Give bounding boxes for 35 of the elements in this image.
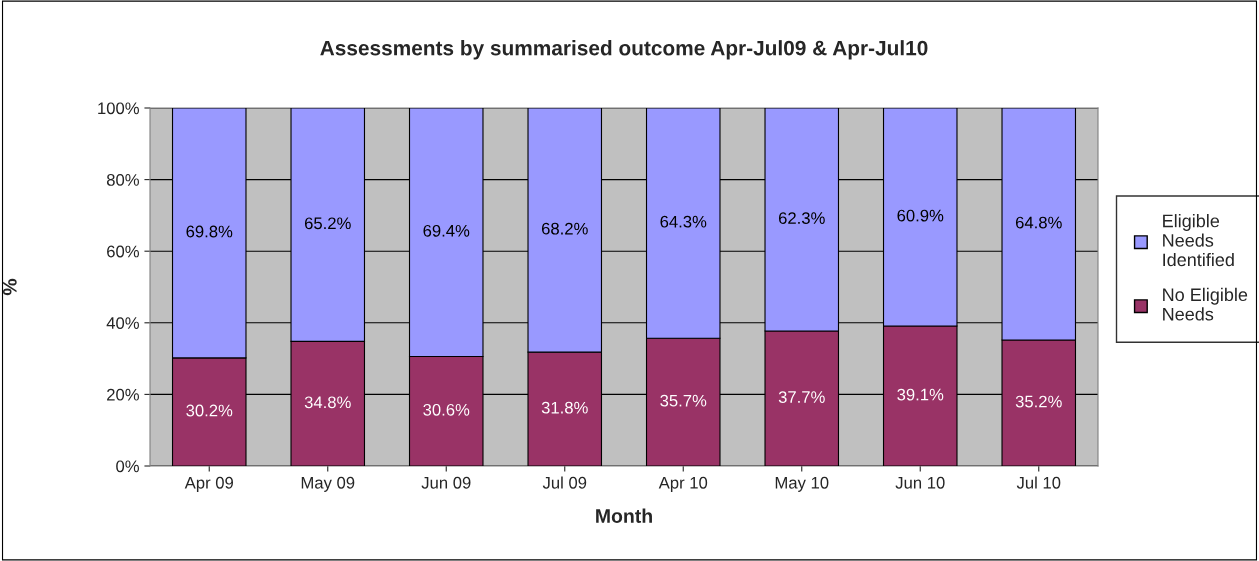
x-tick-label: Apr 10	[658, 476, 708, 492]
data-label: 39.1%	[897, 388, 944, 401]
x-tick-label: Jun 09	[421, 476, 471, 489]
legend-label: Eligible Needs Identified	[1163, 214, 1234, 267]
y-tick-label: 100%	[98, 102, 139, 115]
legend-label: No Eligible Needs	[1163, 287, 1248, 321]
chart-title: Assessments by summarised outcome Apr-Jul09 & Apr-Jul10	[320, 40, 928, 60]
y-tick-label: 80%	[106, 174, 139, 186]
data-label: 64.3%	[660, 215, 707, 228]
data-label: 30.2%	[186, 404, 233, 417]
x-tick-label: May 09	[301, 476, 355, 492]
data-label: 64.8%	[1015, 216, 1062, 229]
data-label: 62.3%	[778, 212, 825, 224]
data-label: 65.2%	[304, 217, 351, 230]
data-label: 34.8%	[304, 396, 351, 409]
data-label: 35.7%	[660, 394, 707, 407]
x-tick-label: Apr 09	[184, 476, 234, 492]
x-tick-label: Jul 09	[542, 476, 587, 489]
x-axis-title: Month	[596, 508, 652, 523]
data-label: 31.8%	[541, 401, 588, 414]
data-label: 30.6%	[423, 403, 470, 416]
x-tick-label: Jul 10	[1016, 476, 1061, 489]
data-label: 37.7%	[778, 391, 825, 403]
data-label: 35.2%	[1015, 395, 1062, 408]
x-tick-label: May 10	[775, 476, 829, 492]
data-label: 68.2%	[541, 222, 588, 235]
data-label: 69.8%	[186, 225, 233, 238]
data-label: 60.9%	[897, 209, 944, 222]
y-axis-title: %	[3, 278, 17, 296]
y-tick-label: 0%	[116, 460, 139, 473]
y-tick-label: 60%	[107, 245, 139, 258]
y-tick-label: 20%	[107, 388, 139, 401]
data-label: 69.4%	[423, 224, 470, 237]
x-tick-label: Jun 10	[895, 476, 945, 489]
y-tick-label: 40%	[106, 317, 139, 329]
